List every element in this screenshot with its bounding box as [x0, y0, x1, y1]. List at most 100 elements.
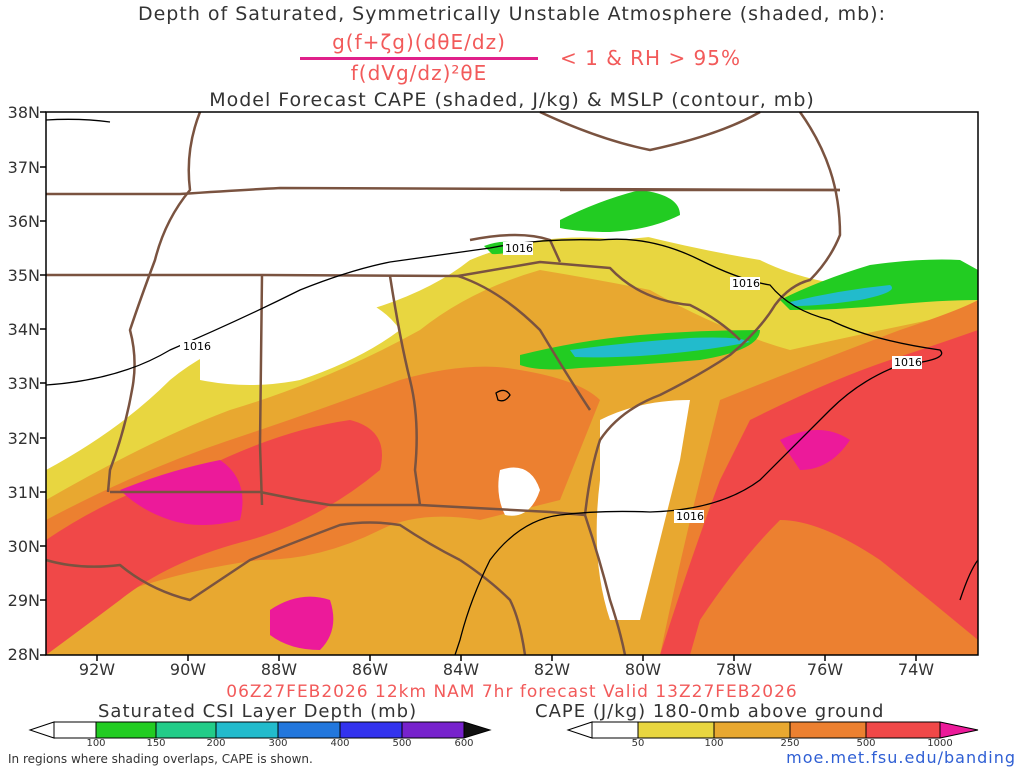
csi-swatch — [401, 721, 465, 739]
lon-label: 80W — [624, 660, 662, 679]
cape-colorbar-label: 500 — [856, 738, 876, 749]
cape-swatch — [865, 721, 941, 739]
mississippi-river-border — [106, 111, 202, 493]
cape-shade-1000-3 — [780, 430, 850, 470]
cape-colorbar-label: 1000 — [927, 738, 953, 749]
lon-label: 78W — [715, 660, 753, 679]
csi-colorbar-label: 200 — [206, 738, 226, 749]
csi-shade-atlantic-core — [790, 285, 892, 306]
csi-colorbar-label: 300 — [268, 738, 288, 749]
lat-label: 31N — [7, 483, 40, 502]
lat-label: 32N — [7, 429, 40, 448]
csi-swatch — [339, 721, 403, 739]
border-fl-panhandle — [110, 490, 586, 517]
isobar-label-4: 1016 — [894, 356, 922, 369]
isobar-label-3: 1016 — [732, 277, 760, 290]
lon-label: 84W — [442, 660, 480, 679]
csi-colorbar-label: 600 — [454, 738, 474, 749]
no-shade-alabama — [200, 286, 400, 385]
lon-label: 86W — [351, 660, 389, 679]
lon-label: 92W — [78, 660, 116, 679]
border-tn-south — [46, 273, 459, 278]
lon-label: 74W — [897, 660, 935, 679]
csi-colorbar — [28, 721, 492, 739]
lat-label: 30N — [7, 537, 40, 556]
cape-swatch — [566, 721, 593, 739]
great-lakes-coast — [539, 110, 761, 152]
csi-colorbar-label: 150 — [146, 738, 166, 749]
atlantic-coast — [583, 111, 842, 516]
border-tn-nc — [469, 233, 562, 263]
cape-colorbar-label: 50 — [631, 738, 645, 749]
csi-colorbar-label: 500 — [392, 738, 412, 749]
lon-label: 88W — [260, 660, 298, 679]
lat-label: 38N — [7, 103, 40, 122]
cape-shade-500-atlantic — [660, 330, 978, 655]
csi-swatch — [95, 721, 157, 739]
border-al-ga — [388, 275, 422, 506]
fl-peninsula-east — [583, 514, 627, 656]
fl-peninsula-west — [459, 558, 527, 656]
cape-colorbar-title: CAPE (J/kg) 180-0mb above ground — [535, 701, 885, 722]
state-boundaries — [45, 110, 842, 656]
isobar-label-5: 1016 — [676, 510, 704, 523]
lat-label: 35N — [7, 266, 40, 285]
csi-colorbar-label: 400 — [330, 738, 350, 749]
cape-swatch — [939, 721, 979, 739]
lat-label: 28N — [7, 645, 40, 664]
cape-colorbar — [566, 721, 979, 739]
cape-swatch — [789, 721, 867, 739]
csi-colorbar-title: Saturated CSI Layer Depth (mb) — [98, 701, 418, 722]
lat-label: 37N — [7, 158, 40, 177]
formula-criterion: < 1 & RH > 95% — [560, 46, 742, 70]
csi-swatch — [53, 721, 97, 739]
lon-label: 82W — [533, 660, 571, 679]
cape-shade-500 — [46, 420, 382, 655]
formula-numerator: g(f+ζg)(dθE/dz) — [332, 30, 506, 54]
cape-colorbar-label: 250 — [780, 738, 800, 749]
no-shade-south-ga — [498, 467, 540, 516]
lat-label: 29N — [7, 591, 40, 610]
formula-denominator: f(dVg/dz)²θE — [350, 61, 488, 85]
cape-colorbar-label: 100 — [704, 738, 724, 749]
csi-swatch — [155, 721, 217, 739]
axis-ticks — [40, 111, 917, 661]
isobar-1016-north — [45, 118, 111, 123]
lat-label: 33N — [7, 374, 40, 393]
no-shade-florida-strip — [596, 400, 690, 620]
csi-shade-nc — [560, 190, 680, 232]
formula-fraction-bar — [300, 57, 538, 60]
source-url[interactable]: moe.met.fsu.edu/banding — [786, 748, 1016, 767]
cape-swatch — [637, 721, 715, 739]
overlap-note: In regions where shading overlaps, CAPE … — [8, 752, 313, 766]
border-ky-tn — [46, 186, 841, 196]
colorbars — [28, 721, 979, 739]
cape-swatch — [713, 721, 791, 739]
csi-swatch — [215, 721, 279, 739]
border-nc-sc — [457, 260, 741, 341]
gulf-coast — [45, 521, 461, 602]
border-ga-sc — [457, 274, 592, 411]
cape-swatch — [591, 721, 639, 739]
isobar-1016-east — [959, 559, 979, 601]
lat-label: 34N — [7, 320, 40, 339]
valid-time-line: 06Z27FEB2026 12km NAM 7hr forecast Valid… — [226, 682, 798, 702]
csi-shade-ga-core — [570, 337, 750, 358]
csi-swatch — [277, 721, 341, 739]
lon-label: 76W — [806, 660, 844, 679]
isobar-label-2: 1016 — [505, 242, 533, 255]
csi-colorbar-label: 100 — [86, 738, 106, 749]
lon-label: 90W — [169, 660, 207, 679]
lat-label: 36N — [7, 212, 40, 231]
mslp-isobars — [45, 118, 979, 656]
cape-shade-1000-2 — [270, 596, 334, 650]
csi-swatch — [463, 721, 492, 739]
isobar-labels: 1016 1016 1016 1016 1016 — [180, 242, 922, 523]
title-line-1: Depth of Saturated, Symmetrically Unstab… — [137, 3, 886, 25]
isobar-label-1: 1016 — [183, 340, 211, 353]
no-shade-north — [46, 112, 978, 460]
title-line-3: Model Forecast CAPE (shaded, J/kg) & MSL… — [209, 89, 815, 111]
isobar-1016-west — [45, 238, 943, 656]
border-ms-al — [258, 274, 264, 506]
